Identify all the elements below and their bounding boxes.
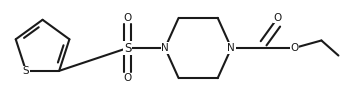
- Text: S: S: [124, 41, 131, 55]
- Text: O: O: [124, 13, 132, 23]
- Text: S: S: [23, 66, 29, 76]
- Text: O: O: [273, 13, 281, 23]
- Text: O: O: [124, 73, 132, 83]
- Text: N: N: [227, 43, 235, 53]
- Text: N: N: [161, 43, 169, 53]
- Text: O: O: [290, 43, 298, 53]
